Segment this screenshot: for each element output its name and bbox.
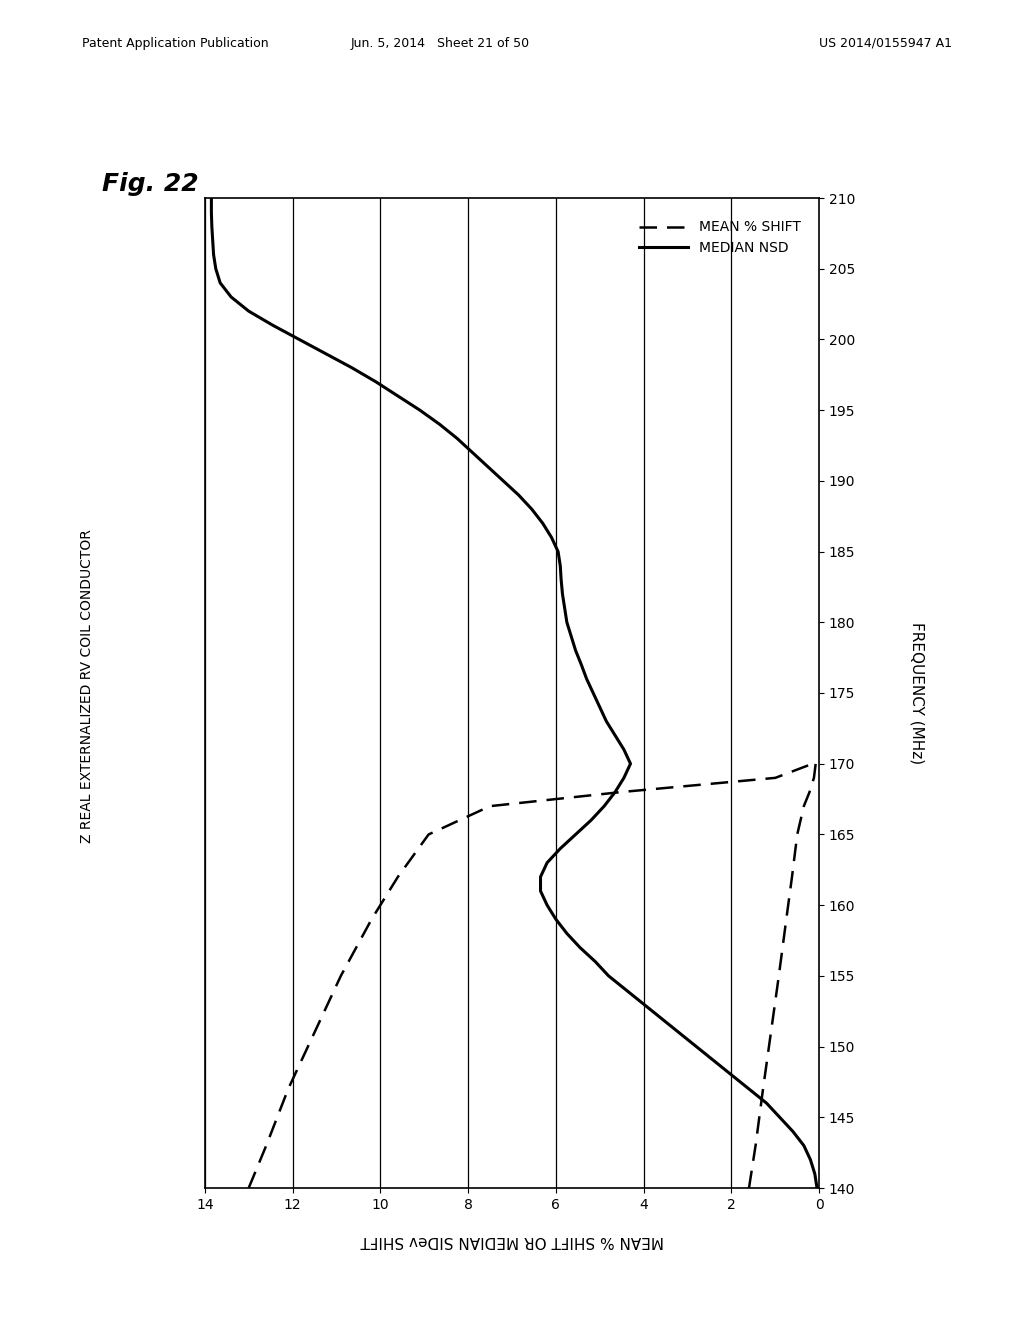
Text: US 2014/0155947 A1: US 2014/0155947 A1 [819,37,952,50]
MEDIAN NSD [585,812,597,828]
Line: MEAN % SHIFT: MEAN % SHIFT [249,764,813,1188]
MEAN % SHIFT [282,1081,294,1097]
Text: MEAN % SHIFT OR MEDIAN SIDev SHIFT: MEAN % SHIFT OR MEDIAN SIDev SHIFT [360,1233,664,1249]
MEDIAN NSD [804,1152,816,1168]
MEAN % SHIFT [769,770,781,785]
Text: Z REAL EXTERNALIZED RV COIL CONDUCTOR: Z REAL EXTERNALIZED RV COIL CONDUCTOR [80,529,94,843]
MEAN % SHIFT [366,911,378,927]
Text: Fig. 22: Fig. 22 [102,172,199,195]
MEAN % SHIFT [615,784,628,800]
MEAN % SHIFT [392,869,404,884]
Text: Patent Application Publication: Patent Application Publication [82,37,268,50]
MEDIAN NSD [541,898,553,913]
MEAN % SHIFT [243,1180,255,1196]
MEAN % SHIFT [308,1024,321,1040]
Line: MEDIAN NSD: MEDIAN NSD [211,198,817,1188]
MEAN % SHIFT [260,1138,272,1154]
Legend: MEAN % SHIFT, MEDIAN NSD: MEAN % SHIFT, MEDIAN NSD [634,215,806,261]
Text: Jun. 5, 2014   Sheet 21 of 50: Jun. 5, 2014 Sheet 21 of 50 [351,37,529,50]
MEDIAN NSD [811,1180,823,1196]
MEDIAN NSD [205,190,217,206]
MEDIAN NSD [556,586,568,602]
Y-axis label: FREQUENCY (MHz): FREQUENCY (MHz) [910,622,925,764]
MEAN % SHIFT [484,799,497,814]
MEDIAN NSD [208,247,220,263]
MEAN % SHIFT [807,756,819,772]
MEDIAN NSD [594,700,606,715]
MEAN % SHIFT [335,968,347,983]
MEAN % SHIFT [423,826,435,842]
